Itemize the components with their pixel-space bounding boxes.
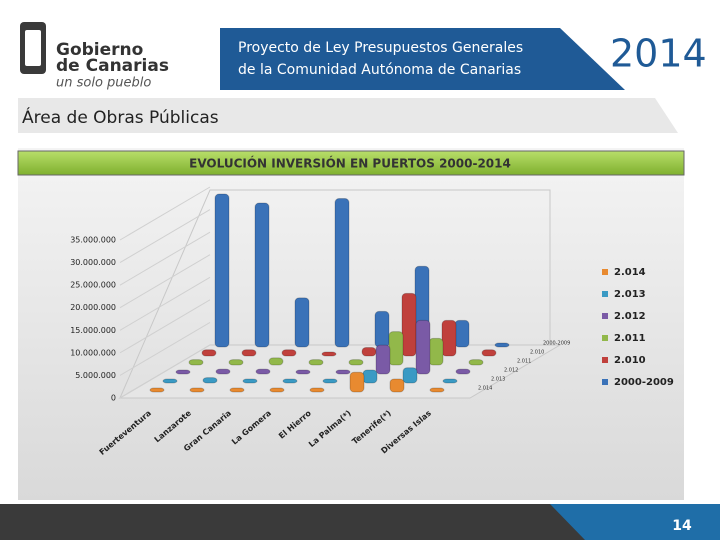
grid-line (119, 344, 211, 399)
bar (441, 319, 457, 357)
bar (268, 357, 284, 366)
depth-label: 2.014 (478, 386, 492, 392)
bar (388, 331, 404, 366)
bar (241, 349, 257, 357)
bar (322, 378, 338, 384)
bar (242, 378, 258, 384)
bar (415, 319, 431, 375)
bar (162, 378, 178, 384)
bar (334, 198, 350, 348)
footer-accent (550, 504, 720, 540)
bar (389, 378, 405, 393)
bar (255, 368, 271, 375)
depth-label: 2000-2009 (543, 341, 570, 347)
bar (189, 387, 205, 393)
bar (361, 346, 377, 357)
grid-line (119, 231, 211, 286)
legend-label: 2.013 (614, 289, 646, 300)
depth-label: 2.010 (530, 350, 544, 356)
bar (348, 359, 364, 366)
bar (281, 349, 297, 357)
y-tick-label: 5.000.000 (75, 371, 116, 380)
y-tick-label: 15.000.000 (70, 326, 116, 335)
banner-text: Proyecto de Ley Presupuestos Generales (238, 40, 523, 56)
legend-swatch (602, 313, 608, 319)
legend-label: 2.014 (614, 267, 646, 278)
bar (201, 349, 217, 357)
y-tick-label: 10.000.000 (70, 348, 116, 357)
grid-line (119, 299, 211, 354)
section-title: Área de Obras Públicas (22, 106, 219, 128)
bar (149, 387, 165, 393)
bar (269, 387, 285, 393)
bar (402, 367, 418, 384)
chart-title: EVOLUCIÓN INVERSIÓN EN PUERTOS 2000-2014 (189, 156, 511, 171)
bar (349, 371, 365, 393)
bar (468, 359, 484, 366)
bar (362, 369, 378, 384)
depth-label: 2.013 (491, 377, 505, 383)
y-tick-label: 30.000.000 (70, 258, 116, 267)
depth-label: 2.012 (504, 368, 518, 374)
bar (308, 359, 324, 366)
bar (455, 368, 471, 375)
bar (229, 387, 245, 393)
year: 2014 (610, 32, 707, 76)
y-tick-label: 0 (111, 394, 116, 403)
bar (442, 378, 458, 384)
y-tick-label: 25.000.000 (70, 281, 116, 290)
bar (295, 369, 311, 375)
bar (294, 297, 310, 348)
bar (175, 369, 191, 375)
legend-swatch (602, 335, 608, 341)
y-tick-label: 20.000.000 (70, 303, 116, 312)
bar (454, 319, 470, 348)
depth-label: 2.011 (517, 359, 531, 365)
grid-line (119, 186, 211, 241)
legend-swatch (602, 379, 608, 385)
legend-label: 2.012 (614, 311, 646, 322)
legend-label: 2000-2009 (614, 377, 674, 388)
bar (309, 387, 325, 393)
bar (254, 202, 270, 348)
grid-line (119, 209, 211, 264)
page-number: 14 (672, 518, 692, 534)
y-tick-label: 35.000.000 (70, 236, 116, 245)
legend-swatch (602, 291, 608, 297)
bar (215, 368, 231, 375)
logo-name: Gobierno (56, 40, 143, 60)
bar (429, 387, 445, 393)
bar (374, 310, 390, 348)
bar (214, 193, 230, 348)
banner-text: de la Comunidad Autónoma de Canarias (238, 62, 521, 78)
bar (375, 344, 391, 375)
grid-line (119, 254, 211, 309)
bar (494, 342, 510, 348)
banner (220, 28, 625, 90)
grid-line (119, 321, 211, 376)
logo: Gobierno de Canarias un solo pueblo (20, 22, 169, 91)
bar (335, 369, 351, 375)
section-bar (18, 98, 678, 133)
legend-label: 2.011 (614, 333, 646, 344)
chart-area (18, 148, 684, 500)
bar (188, 359, 204, 366)
bar (481, 349, 497, 357)
bar (228, 359, 244, 366)
grid-line (119, 276, 211, 331)
legend-swatch (602, 269, 608, 275)
logo-motto: un solo pueblo (56, 76, 151, 91)
bar (202, 377, 218, 384)
legend-swatch (602, 357, 608, 363)
logo-name: de Canarias (56, 56, 169, 76)
chart-title-bar (17, 150, 685, 176)
bar (282, 378, 298, 384)
bar (401, 292, 417, 357)
bar (428, 337, 444, 366)
bar (321, 351, 337, 357)
legend-label: 2.010 (614, 355, 646, 366)
